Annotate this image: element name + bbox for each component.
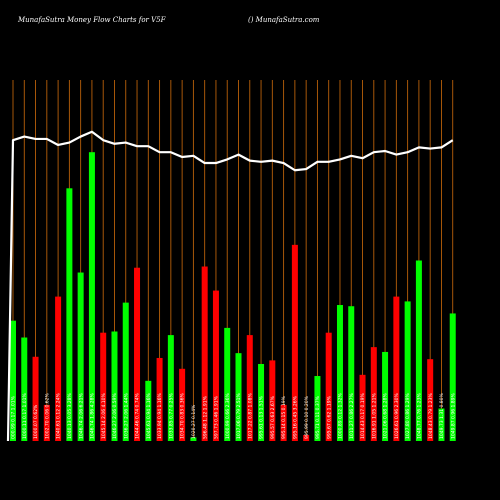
bar-label-38: 1048.43 0.79 1.23% xyxy=(428,392,434,439)
bar-6 xyxy=(66,188,73,441)
bar-labels: 000.99 0.17 1.01% 1000.11 0.17 1.01% 1000.… xyxy=(11,392,457,439)
bar-label-29: 995.67 0.62 1.19% xyxy=(326,395,332,439)
bar-7 xyxy=(77,272,84,441)
bar-label-14: 1033.94 0.94 1.16% xyxy=(157,392,163,439)
bar-label-36: 1027.80 0.86 1.29% xyxy=(405,392,411,439)
bar-27 xyxy=(303,434,310,441)
bar-37 xyxy=(415,260,422,441)
bar-40 xyxy=(449,313,456,441)
bar-16 xyxy=(179,368,186,441)
chart-header-left: MunafaSutra Money Flow Charts for V5F xyxy=(17,16,167,24)
bar-label-2: 1000.11 0.17 1.01% xyxy=(22,392,28,439)
bar-22 xyxy=(246,335,253,441)
bar-label-40: 1049.87 0.96 1.89% xyxy=(450,392,456,439)
bar-1 xyxy=(10,320,16,441)
bar-25 xyxy=(280,404,287,441)
bar-label-30: 1000.89 0.12 1.32% xyxy=(338,392,344,439)
bar-label-19: 597.73 0.46 1.91% xyxy=(214,395,220,439)
bar-34 xyxy=(382,351,389,441)
bar-label-32: 1014.43 0.17 0.19% xyxy=(360,392,366,439)
bar-3 xyxy=(32,356,39,441)
bar-label-4: 1002.70 0.06 0.62% xyxy=(44,392,50,439)
bar-32 xyxy=(359,374,366,441)
bar-36 xyxy=(404,301,411,441)
bar-label-33: 1016.91 1.05 1.21% xyxy=(371,392,377,439)
bar-4 xyxy=(43,404,50,441)
bar-13 xyxy=(145,380,152,441)
bar-label-24: 995.57 0.63 2.67% xyxy=(270,395,276,439)
bar-28 xyxy=(314,376,321,441)
bar-33 xyxy=(370,347,377,441)
bar-8 xyxy=(88,152,95,441)
bar-label-28: 995.71 0.11 0.37% xyxy=(315,395,321,439)
bar-label-6: 1040.13 0.05 3.28% xyxy=(67,392,73,439)
volume-bars xyxy=(10,152,456,441)
bar-label-8: 1046.74 1.86 4.28% xyxy=(90,392,96,439)
bar-21 xyxy=(235,353,242,441)
bar-label-5: 1040.61 0.12 2.24% xyxy=(56,392,62,439)
bar-label-11: 1036.27 2.06 1.44% xyxy=(123,392,129,439)
bar-label-26: 995.16 0.45 3.26% xyxy=(292,395,298,439)
bar-18 xyxy=(201,266,208,441)
bar-label-35: 1026.61 0.96 2.30% xyxy=(394,392,400,439)
bar-label-18: 596.48 1.12 1.91% xyxy=(202,395,208,439)
bar-label-9: 1045.14 2.06 4.10% xyxy=(101,392,107,439)
bar-label-37: 1048.77 0.76 1.23% xyxy=(417,392,423,439)
bar-19 xyxy=(212,290,219,441)
bar-31 xyxy=(348,306,355,441)
bar-17 xyxy=(190,437,197,441)
bar-label-34: 1021.06 0.68 1.28% xyxy=(383,392,389,439)
bar-26 xyxy=(291,244,298,441)
bar-39 xyxy=(438,408,445,441)
bar-label-21: 1017.06 0.79 2.51% xyxy=(236,392,242,439)
bar-2 xyxy=(21,337,28,441)
bar-label-23: 995.61 0.13 1.51% xyxy=(259,395,265,439)
bar-label-20: 1000.99 0.66 2.36% xyxy=(225,392,231,439)
bar-label-16: 1034.70 0.83 0.36% xyxy=(180,392,186,439)
bar-11 xyxy=(122,302,129,441)
bar-label-10: 1046.27 2.06 0.59% xyxy=(112,392,118,439)
chart-header-right: () MunafaSutra.com xyxy=(248,16,320,24)
bar-label-22: 1017.22 0.87 1.08% xyxy=(247,392,253,439)
bar-label-12: 1044.46 0.74 0.74% xyxy=(135,392,141,439)
bar-label-3: 1000.07 0.62% xyxy=(33,404,39,439)
bar-35 xyxy=(393,296,400,441)
bar-20 xyxy=(224,327,231,441)
bar-label-1: 000.99 0.17 1.01% xyxy=(11,395,17,439)
bar-9 xyxy=(100,332,107,441)
bar-30 xyxy=(336,305,343,441)
bar-10 xyxy=(111,331,118,441)
bar-label-31: 1011.27 0.86 2.27% xyxy=(349,392,355,439)
bar-14 xyxy=(156,357,163,441)
money-flow-line xyxy=(6,130,454,442)
bar-label-7: 1046.74 2.06 6.21% xyxy=(78,392,84,439)
bar-label-39: 1049.73 1.31 0.80% xyxy=(439,392,445,439)
bar-label-13: 1045.61 0.94 1.16% xyxy=(146,392,152,439)
bar-label-17: 1020.27 0.14% xyxy=(191,404,197,439)
bar-29 xyxy=(325,332,332,441)
bar-label-15: 1033.85 0.77 0.25% xyxy=(168,392,174,439)
bar-15 xyxy=(167,335,174,441)
bar-label-27: 995.99 0.10 0.20% xyxy=(304,395,310,439)
bar-label-25: 995.14 0.15 0.19% xyxy=(281,395,287,439)
bar-5 xyxy=(55,296,62,441)
bar-12 xyxy=(134,267,141,441)
bar-24 xyxy=(269,360,276,441)
bar-23 xyxy=(258,363,265,441)
bar-38 xyxy=(427,359,434,441)
